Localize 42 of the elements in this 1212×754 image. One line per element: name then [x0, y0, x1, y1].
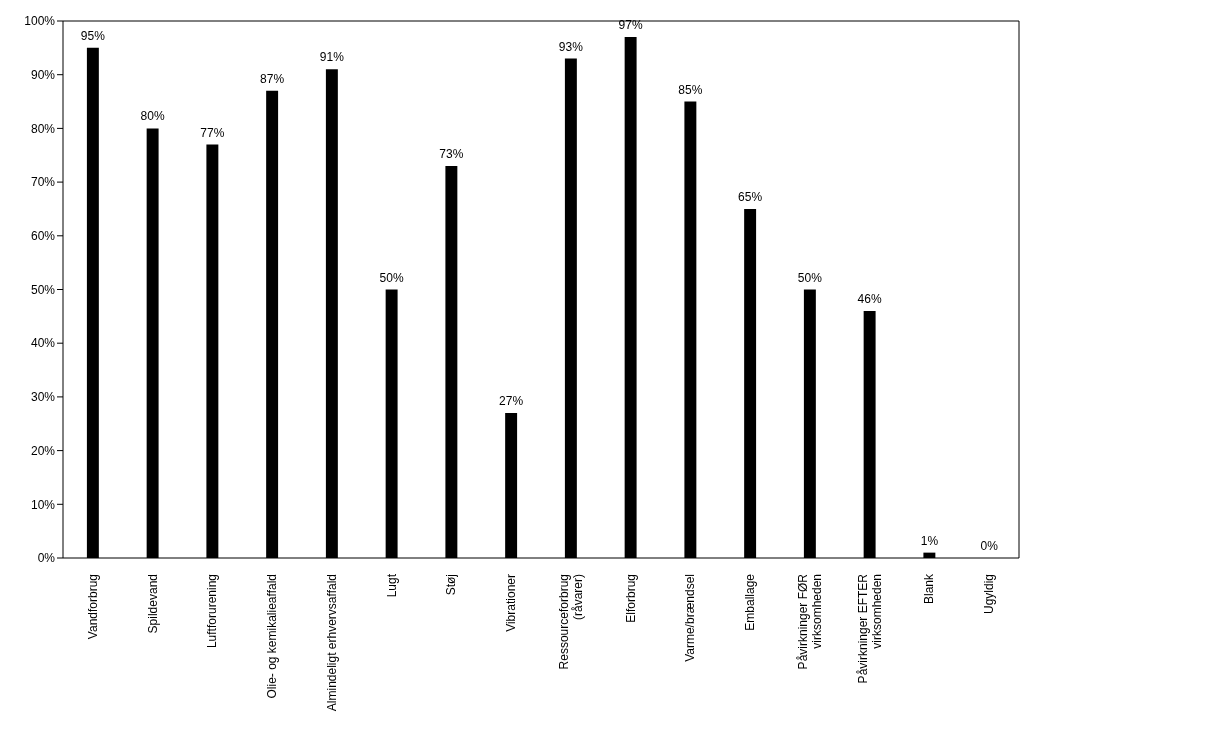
data-label: 50% — [797, 270, 823, 285]
data-label: 87% — [260, 71, 285, 86]
x-tick-label: Ugyldig — [982, 574, 997, 615]
data-label: 50% — [379, 270, 404, 285]
x-tick-label: Vandforbrug — [85, 574, 100, 640]
data-label: 73% — [439, 146, 464, 161]
data-label: 77% — [200, 125, 225, 140]
x-tick-label: Elforbrug — [623, 574, 638, 623]
x-tick-label: Olie- og kemikalieaffald — [265, 574, 280, 699]
x-tick-label: Blank — [922, 573, 937, 605]
y-tick-label: 10% — [30, 497, 56, 512]
y-tick-label: 40% — [30, 336, 56, 351]
y-tick-label: 80% — [30, 121, 56, 136]
x-tick-label: Påvirkninger FØR virksomheden — [795, 573, 824, 670]
x-tick-label: Luftforurening — [205, 574, 220, 649]
data-label: 95% — [80, 28, 106, 43]
x-tick-label: Emballage — [743, 573, 758, 631]
x-tick-label: Varme/brændsel — [683, 574, 698, 662]
y-tick-label: 50% — [30, 282, 56, 297]
data-label: 0% — [980, 539, 999, 553]
x-tick-label: Lugt — [384, 573, 399, 598]
data-label: 85% — [678, 82, 703, 97]
x-tick-label: Almindeligt erhvervsaffald — [324, 574, 339, 712]
x-tick-label: Vibrationer — [504, 574, 519, 632]
y-tick-label: 90% — [30, 67, 56, 82]
data-label: 93% — [558, 39, 584, 54]
x-tick-label: Ressourceforbrug (råvarer) — [556, 574, 585, 670]
y-tick-label: 60% — [30, 229, 56, 244]
data-label: 80% — [140, 109, 165, 124]
y-tick-label: 100% — [24, 14, 56, 29]
data-label: 46% — [857, 291, 882, 306]
data-label: 97% — [618, 18, 643, 33]
y-tick-label: 20% — [30, 443, 56, 458]
data-label: 27% — [499, 394, 524, 409]
data-label: 91% — [319, 50, 345, 65]
y-tick-label: 0% — [37, 551, 56, 566]
x-tick-label: Støj — [444, 574, 459, 596]
data-label: 1% — [920, 533, 939, 548]
x-tick-label: Spildevand — [145, 574, 160, 634]
y-tick-label: 30% — [30, 390, 56, 405]
y-tick-label: 70% — [30, 175, 56, 190]
data-label: 65% — [738, 189, 763, 204]
